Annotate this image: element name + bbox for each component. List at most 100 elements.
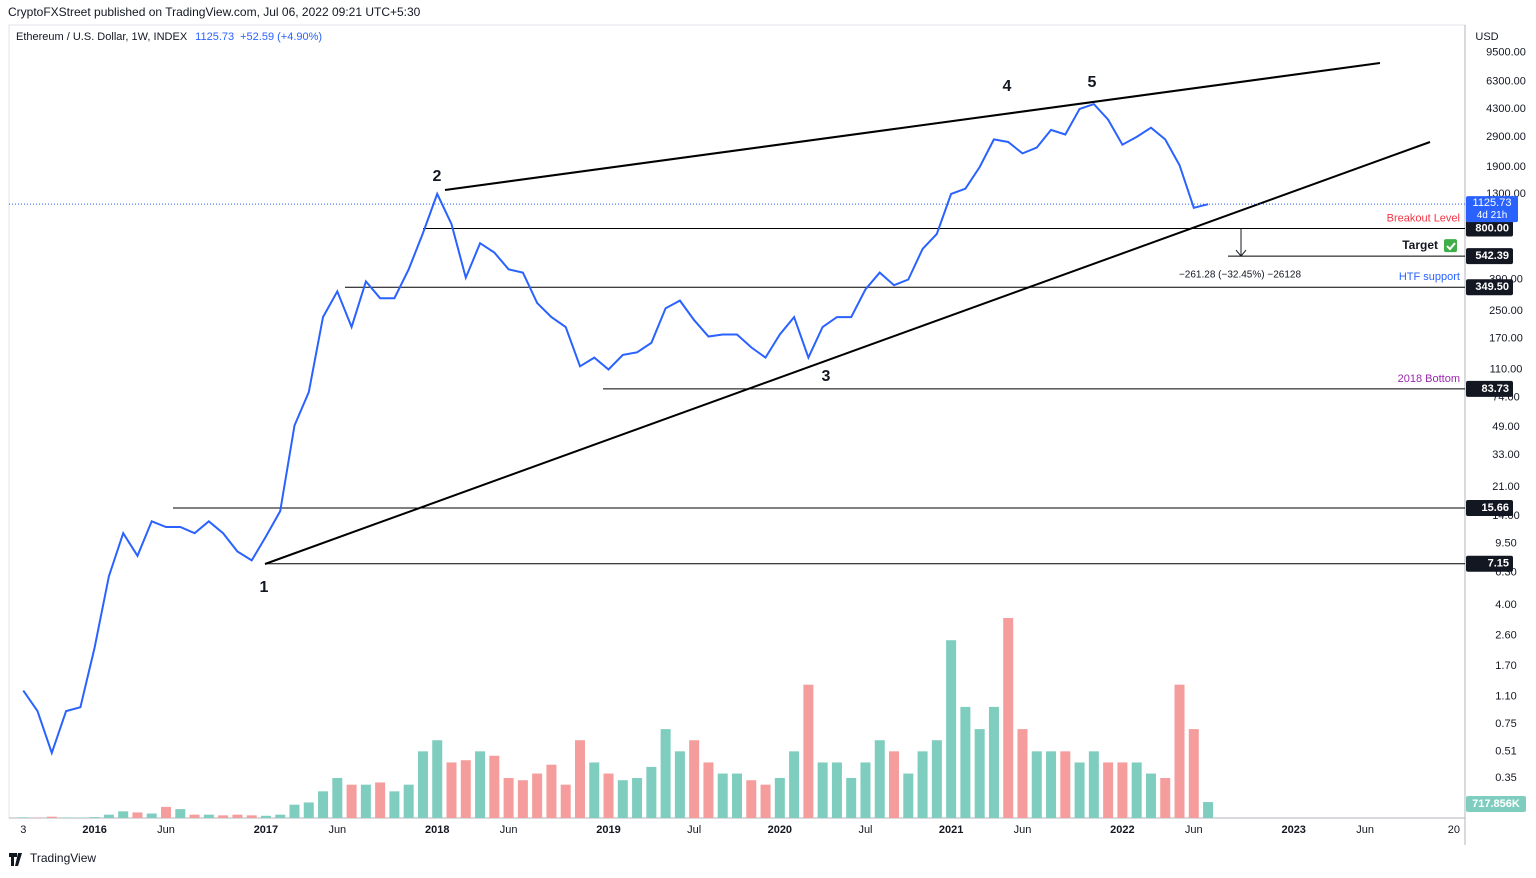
- y-tick-label: 4.00: [1495, 599, 1516, 611]
- volume-bar: [447, 762, 457, 818]
- y-tick-label: 170.00: [1489, 332, 1523, 344]
- volume-bar: [689, 740, 699, 818]
- y-tick-label: 2.60: [1495, 630, 1516, 642]
- y-tick-label: 110.00: [1490, 363, 1523, 375]
- volume-bar: [504, 778, 514, 818]
- y-tick-label: 0.75: [1495, 718, 1516, 730]
- volume-bar: [532, 774, 542, 818]
- volume-bar: [589, 762, 599, 818]
- volume-bar: [361, 785, 371, 818]
- volume-bar: [960, 707, 970, 818]
- volume-bar: [389, 791, 399, 818]
- volume-bar: [561, 785, 571, 818]
- volume-bar: [247, 815, 257, 818]
- volume-bar: [1132, 762, 1142, 818]
- volume-bar: [803, 685, 813, 818]
- volume-bar: [789, 751, 799, 818]
- wave-label: 3: [822, 368, 831, 385]
- wave-label: 4: [1003, 78, 1012, 95]
- volume-bar: [175, 809, 185, 818]
- volume-bar: [518, 780, 528, 818]
- volume-bar: [18, 817, 28, 818]
- wave-label: 5: [1088, 74, 1097, 91]
- x-tick-label: 2018: [425, 824, 449, 836]
- volume-bar: [375, 782, 385, 818]
- level-name: Breakout Level: [1387, 212, 1460, 224]
- volume-tag-label: 717.856K: [1472, 798, 1520, 810]
- level-tag-label: 349.50: [1475, 281, 1509, 293]
- currency: USD: [1475, 31, 1498, 43]
- volume-bar: [846, 778, 856, 818]
- volume-bar: [218, 815, 228, 818]
- volume-bar: [875, 740, 885, 818]
- volume-bar: [132, 812, 142, 818]
- volume-bar: [489, 756, 499, 818]
- volume-bar: [1017, 729, 1027, 818]
- volume-bar: [575, 740, 585, 818]
- volume-bar: [946, 640, 956, 818]
- level-tag-label: 83.73: [1481, 383, 1509, 395]
- y-tick-label: 1900.00: [1486, 161, 1526, 173]
- level-tag-label: 800.00: [1475, 222, 1509, 234]
- x-tick-label: 3: [20, 824, 26, 836]
- volume-bar: [746, 780, 756, 818]
- volume-bar: [618, 780, 628, 818]
- y-tick-label: 250.00: [1489, 305, 1523, 317]
- x-tick-label: 2020: [768, 824, 792, 836]
- volume-bar: [832, 762, 842, 818]
- volume-bar: [604, 774, 614, 818]
- volume-bar: [190, 815, 200, 818]
- measure-label: −261.28 (−32.45%) −26128: [1179, 270, 1301, 281]
- volume-bar: [546, 765, 556, 818]
- volume-bar: [1175, 685, 1185, 818]
- volume-bar: [1032, 751, 1042, 818]
- y-tick-label: 9.50: [1495, 537, 1516, 549]
- volume-bar: [104, 815, 114, 818]
- x-tick-label: Jun: [157, 824, 175, 836]
- volume-bar: [1075, 762, 1085, 818]
- x-tick-label: 2021: [939, 824, 963, 836]
- x-tick-label: 2016: [82, 824, 106, 836]
- volume-bar: [1189, 729, 1199, 818]
- volume-bar: [818, 762, 828, 818]
- volume-bar: [347, 785, 357, 818]
- volume-bar: [61, 817, 71, 818]
- wave-label: 2: [433, 168, 442, 185]
- x-tick-label: 2019: [596, 824, 620, 836]
- volume-bar: [775, 778, 785, 818]
- symbol-legend: Ethereum / U.S. Dollar, 1W, INDEX 1125.7…: [16, 31, 322, 43]
- volume-bar: [147, 814, 157, 818]
- volume-bar: [161, 807, 171, 818]
- volume-bar: [289, 805, 299, 818]
- volume-bar: [118, 811, 128, 818]
- volume-bar: [1060, 751, 1070, 818]
- volume-bar: [304, 802, 314, 818]
- volume-bar: [918, 751, 928, 818]
- x-tick-label: 2017: [254, 824, 278, 836]
- volume-bar: [461, 760, 471, 818]
- volume-bar: [1003, 618, 1013, 818]
- volume-bar: [275, 815, 285, 818]
- volume-bar: [418, 751, 428, 818]
- volume-bar: [675, 751, 685, 818]
- y-tick-label: 6300.00: [1486, 76, 1526, 88]
- price-change: +52.59 (+4.90%): [240, 31, 322, 43]
- wave-label: 1: [260, 579, 269, 596]
- brand: TradingView: [30, 851, 96, 865]
- level-name: 2018 Bottom: [1398, 373, 1460, 385]
- volume-bar: [661, 729, 671, 818]
- volume-bar: [1089, 751, 1099, 818]
- x-tick-label: Jun: [1185, 824, 1203, 836]
- volume-bar: [432, 740, 442, 818]
- volume-bar: [703, 762, 713, 818]
- volume-bar: [332, 778, 342, 818]
- y-tick-label: 33.00: [1492, 449, 1520, 461]
- y-tick-label: 4300.00: [1486, 103, 1526, 115]
- y-tick-label: 49.00: [1492, 421, 1520, 433]
- y-tick-label: 1.10: [1495, 691, 1516, 703]
- volume-bar: [732, 774, 742, 818]
- y-tick-label: 0.35: [1495, 772, 1516, 784]
- volume-bar: [889, 751, 899, 818]
- x-tick-label: Jun: [500, 824, 518, 836]
